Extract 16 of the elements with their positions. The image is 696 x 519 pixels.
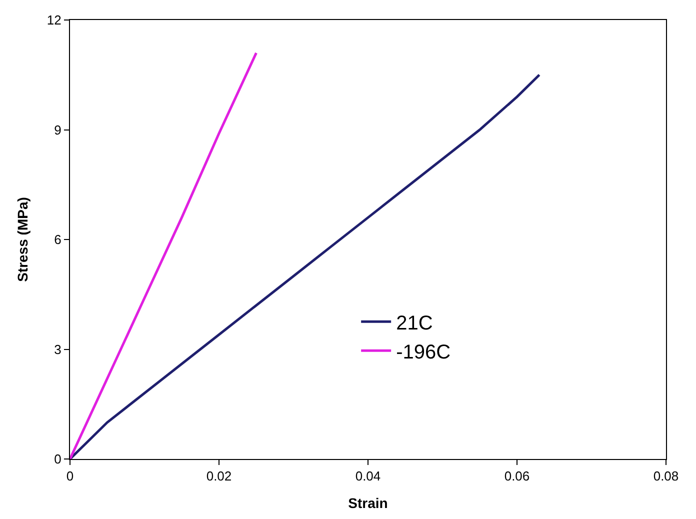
line-series <box>70 52 258 459</box>
x-tick-label: 0.06 <box>504 468 530 484</box>
line-series <box>70 74 541 459</box>
x-tick-label: 0.08 <box>653 468 679 484</box>
legend-label: -196C <box>396 341 451 364</box>
x-axis-title: Strain <box>348 494 388 511</box>
y-tick-label: 12 <box>46 12 62 28</box>
y-axis-title: Stress (MPa) <box>14 197 31 282</box>
x-tick-label: 0.02 <box>206 468 232 484</box>
y-tick-label: 0 <box>54 452 62 467</box>
x-tick-label: 0 <box>66 468 74 484</box>
legend-label: 21C <box>396 312 433 334</box>
y-tick-label: 3 <box>54 342 62 357</box>
y-tick-label: 6 <box>54 232 62 248</box>
y-tick-label: 9 <box>54 122 62 138</box>
x-tick-label: 0.04 <box>355 468 381 484</box>
